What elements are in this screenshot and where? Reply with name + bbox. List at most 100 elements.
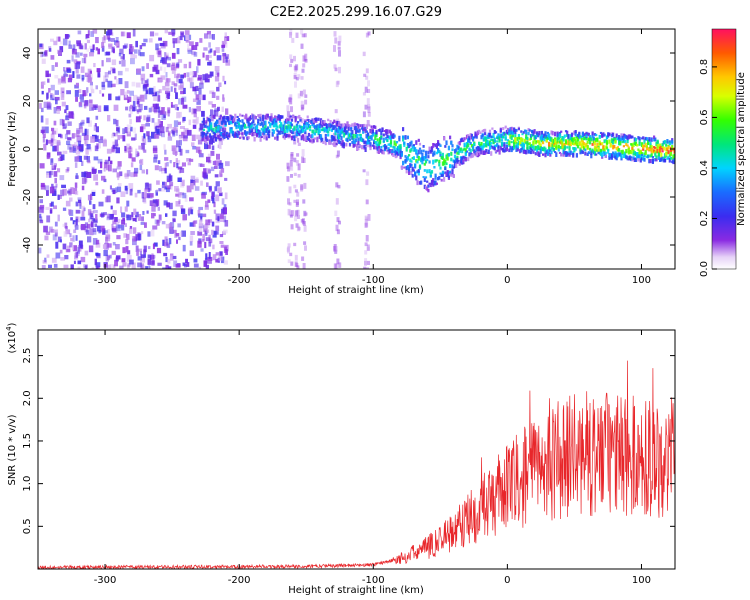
heatmap-cell bbox=[248, 129, 251, 133]
heatmap-cell bbox=[80, 52, 83, 56]
heatmap-cell bbox=[357, 145, 360, 151]
heatmap-cell bbox=[394, 142, 397, 147]
heatmap-cell bbox=[147, 246, 151, 250]
heatmap-cell bbox=[204, 241, 207, 249]
heatmap-cell bbox=[288, 202, 292, 206]
heatmap-cell bbox=[141, 142, 145, 150]
heatmap-cell bbox=[153, 154, 158, 159]
heatmap-cell bbox=[521, 133, 524, 136]
heatmap-cell bbox=[52, 185, 57, 190]
heatmap-cell bbox=[114, 217, 118, 222]
heatmap-cell bbox=[563, 142, 566, 147]
heatmap-cell bbox=[546, 131, 549, 135]
heatmap-cell bbox=[581, 143, 584, 148]
heatmap-cell bbox=[313, 125, 317, 130]
heatmap-cell bbox=[65, 226, 68, 230]
heatmap-cell bbox=[194, 89, 197, 95]
heatmap-cell bbox=[240, 125, 243, 130]
heatmap-cell bbox=[303, 124, 306, 128]
heatmap-cell bbox=[276, 136, 279, 141]
heatmap-cell bbox=[352, 144, 355, 148]
heatmap-cell bbox=[422, 176, 425, 178]
heatmap-cell bbox=[128, 106, 131, 112]
heatmap-cell bbox=[380, 135, 383, 138]
heatmap-cell bbox=[188, 61, 192, 69]
heatmap-cell bbox=[577, 137, 580, 141]
heatmap-cell bbox=[449, 164, 452, 168]
heatmap-cell bbox=[341, 143, 344, 148]
heatmap-cell bbox=[283, 135, 286, 140]
heatmap-cell bbox=[290, 174, 293, 178]
heatmap-cell bbox=[165, 213, 168, 217]
heatmap-cell bbox=[90, 88, 95, 94]
heatmap-cell bbox=[296, 160, 299, 166]
heatmap-cell bbox=[61, 76, 67, 84]
heatmap-cell bbox=[39, 199, 43, 204]
heatmap-cell bbox=[210, 150, 215, 156]
heatmap-cell bbox=[258, 114, 261, 118]
heatmap-cell bbox=[53, 263, 58, 268]
heatmap-cell bbox=[341, 123, 344, 128]
heatmap-cell bbox=[120, 206, 123, 213]
heatmap-cell bbox=[229, 114, 232, 117]
heatmap-cell bbox=[210, 136, 213, 140]
heatmap-cell bbox=[649, 143, 652, 149]
heatmap-cell bbox=[340, 123, 343, 129]
heatmap-cell bbox=[540, 137, 543, 141]
heatmap-cell bbox=[392, 136, 395, 139]
heatmap-cell bbox=[121, 258, 126, 263]
heatmap-cell bbox=[182, 192, 187, 199]
heatmap-cell bbox=[338, 127, 341, 132]
heatmap-cell bbox=[574, 131, 577, 137]
heatmap-cell bbox=[359, 136, 362, 141]
heatmap-cell bbox=[81, 205, 85, 212]
heatmap-cell bbox=[98, 201, 104, 207]
heatmap-cell bbox=[199, 38, 203, 43]
heatmap-cell bbox=[117, 70, 123, 76]
heatmap-cell bbox=[316, 138, 319, 143]
heatmap-cell bbox=[113, 264, 116, 269]
heatmap-cell bbox=[96, 239, 100, 245]
heatmap-cell bbox=[620, 133, 623, 138]
heatmap-cell bbox=[296, 209, 300, 216]
heatmap-cell bbox=[193, 113, 197, 118]
heatmap-cell bbox=[136, 109, 142, 113]
heatmap-cell bbox=[188, 158, 194, 162]
heatmap-cell bbox=[276, 133, 279, 139]
heatmap-cell bbox=[200, 80, 204, 85]
heatmap-cell bbox=[112, 242, 116, 246]
heatmap-cell bbox=[277, 130, 280, 135]
heatmap-cell bbox=[387, 151, 390, 155]
heatmap-cell bbox=[500, 139, 504, 142]
heatmap-cell bbox=[50, 84, 55, 91]
heatmap-cell bbox=[40, 115, 44, 123]
heatmap-cell bbox=[55, 183, 58, 188]
heatmap-cell bbox=[432, 152, 435, 157]
heatmap-cell bbox=[402, 127, 405, 132]
heatmap-cell bbox=[274, 136, 277, 140]
heatmap-cell bbox=[311, 138, 314, 144]
heatmap-cell bbox=[584, 132, 587, 137]
heatmap-cell bbox=[392, 145, 395, 149]
heatmap-cell bbox=[289, 214, 293, 218]
heatmap-cell bbox=[117, 183, 122, 186]
heatmap-cell bbox=[88, 245, 94, 253]
heatmap-cell bbox=[550, 142, 553, 148]
heatmap-cell bbox=[452, 166, 455, 169]
heatmap-cell bbox=[109, 185, 112, 190]
heatmap-cell bbox=[104, 51, 110, 56]
heatmap-cell bbox=[428, 146, 431, 152]
heatmap-cell bbox=[365, 222, 369, 228]
heatmap-cell bbox=[170, 253, 173, 258]
heatmap-cell bbox=[458, 148, 461, 153]
heatmap-cell bbox=[269, 123, 272, 128]
heatmap-cell bbox=[165, 126, 169, 133]
heatmap-cell bbox=[529, 147, 533, 151]
heatmap-cell bbox=[42, 133, 46, 138]
heatmap-cell bbox=[593, 140, 597, 146]
heatmap-cell bbox=[124, 172, 129, 179]
heatmap-cell bbox=[120, 191, 126, 197]
heatmap-cell bbox=[93, 210, 98, 214]
heatmap-cell bbox=[463, 137, 466, 141]
heatmap-cell bbox=[450, 151, 453, 156]
